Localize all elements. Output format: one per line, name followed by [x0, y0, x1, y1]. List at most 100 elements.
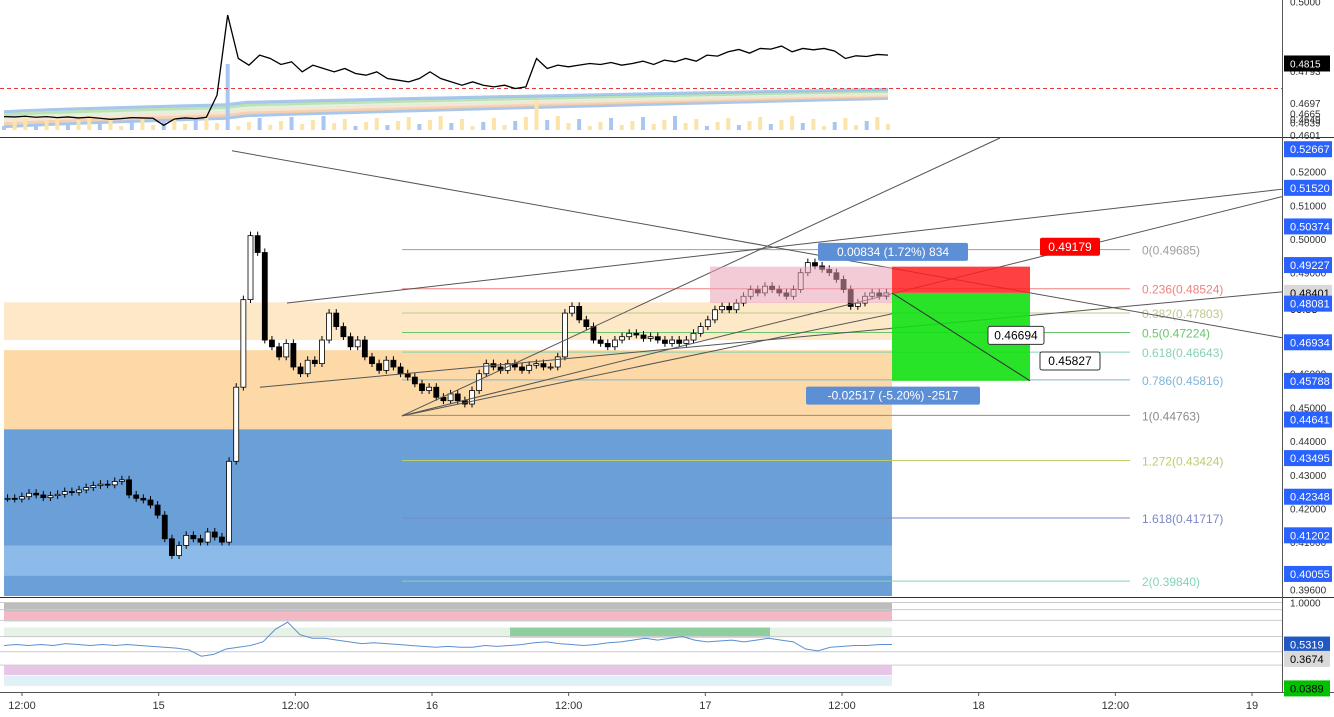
candle-body	[597, 339, 604, 344]
volume-bar	[87, 116, 92, 130]
candle-body	[33, 492, 40, 496]
candle-body	[140, 497, 147, 501]
projection-line	[891, 292, 1031, 382]
candle-body	[4, 497, 11, 500]
volume-bar	[364, 122, 369, 130]
volume-bar	[459, 119, 464, 130]
price-badge-label: 0.46934	[1290, 337, 1330, 349]
candle-body	[190, 534, 197, 540]
volume-bar	[672, 116, 677, 130]
candle-body	[161, 514, 168, 540]
top-tick-label: 0.4697	[1290, 99, 1321, 110]
volume-bar	[2, 126, 6, 130]
measure-up-text: 0.00834 (1.72%) 834	[837, 245, 949, 259]
volume-bar	[832, 122, 837, 130]
trend-line	[401, 313, 893, 417]
trend-line	[286, 188, 1283, 304]
supply-zone	[4, 302, 892, 341]
volume-bar	[683, 123, 688, 130]
candle-body	[554, 356, 561, 368]
main-tick-label: 0.44000	[1290, 437, 1327, 448]
volume-bar	[854, 125, 859, 130]
volume-bar	[385, 125, 390, 130]
main-tick-label: 0.43000	[1290, 471, 1327, 482]
price-badge-label: 0.41202	[1290, 530, 1330, 542]
volume-bar	[704, 126, 709, 130]
volume-bar	[747, 121, 752, 130]
candle-body	[297, 366, 304, 375]
ribbon-band	[4, 95, 888, 126]
price-line	[3, 14, 889, 127]
ribbon-band	[4, 91, 888, 120]
candle-body	[576, 305, 583, 321]
measure-up-box	[818, 242, 968, 261]
price-badge	[1284, 179, 1332, 196]
measure-down-box	[806, 386, 980, 405]
volume-bar	[491, 118, 496, 130]
time-label: 16	[426, 700, 438, 712]
volume-bar	[449, 123, 454, 130]
price-badge	[1284, 372, 1332, 389]
volume-bar	[236, 126, 241, 130]
candle-body	[240, 299, 247, 388]
candle-body	[447, 393, 454, 402]
osc-badge-label: 0.3674	[1290, 654, 1324, 666]
osc-badge	[1284, 680, 1330, 697]
candle-body	[83, 487, 90, 491]
orange-zone	[4, 350, 892, 430]
candle-body	[697, 326, 704, 334]
volume-bar	[76, 120, 81, 130]
volume-bar	[204, 116, 209, 130]
volume-bar	[470, 126, 475, 130]
candle-body	[304, 359, 311, 375]
main-tick-label: 0.51000	[1290, 201, 1327, 212]
candle-body	[626, 332, 633, 338]
volume-bar	[342, 119, 347, 130]
volume-bar	[790, 116, 795, 130]
candle-body	[276, 346, 282, 358]
price-badge-label: 0.52667	[1290, 144, 1330, 156]
candle-body	[54, 493, 61, 497]
candle-body	[340, 326, 347, 338]
volume-bar	[598, 122, 603, 130]
price-badge	[1284, 565, 1332, 582]
candle-body	[197, 538, 204, 543]
volume-bar	[257, 118, 262, 130]
candle-body	[647, 336, 654, 339]
volume-bar	[310, 120, 315, 130]
candle-body	[519, 366, 525, 371]
volume-bar	[108, 119, 113, 130]
candle-body	[526, 364, 533, 371]
candle-body	[604, 343, 611, 348]
candle-body	[561, 312, 568, 358]
current-badge-label: 0.4815	[1290, 59, 1321, 70]
volume-bar	[587, 126, 592, 130]
candle-body	[97, 483, 104, 486]
candle-body	[283, 343, 290, 358]
price-badge	[1284, 488, 1332, 505]
price-badge-label: 0.45788	[1290, 376, 1330, 388]
time-label: 12:00	[555, 700, 583, 712]
top-tick-label: 0.4649	[1290, 115, 1321, 126]
price-badge	[1284, 295, 1332, 312]
candle-body	[619, 336, 625, 341]
measure-down-text: -0.02517 (-5.20%) -2517	[828, 389, 959, 403]
top-tick-label: 0.4639	[1290, 118, 1321, 129]
candle-body	[640, 334, 647, 339]
volume-bar	[65, 124, 70, 130]
volume-bar	[332, 123, 337, 130]
candle-body	[726, 305, 733, 311]
candle-body	[662, 339, 668, 344]
volume-bar	[246, 122, 251, 130]
main-tick-label: 0.52000	[1290, 168, 1327, 179]
candle-body	[583, 319, 590, 327]
volume-bar	[23, 118, 28, 130]
candle-body	[269, 339, 275, 348]
candle-body	[433, 386, 440, 398]
volume-bar	[140, 118, 145, 130]
fib-label: 1(0.44763)	[1142, 409, 1200, 423]
candle-body	[290, 343, 297, 368]
price-badge-label: 0.40055	[1290, 569, 1330, 581]
